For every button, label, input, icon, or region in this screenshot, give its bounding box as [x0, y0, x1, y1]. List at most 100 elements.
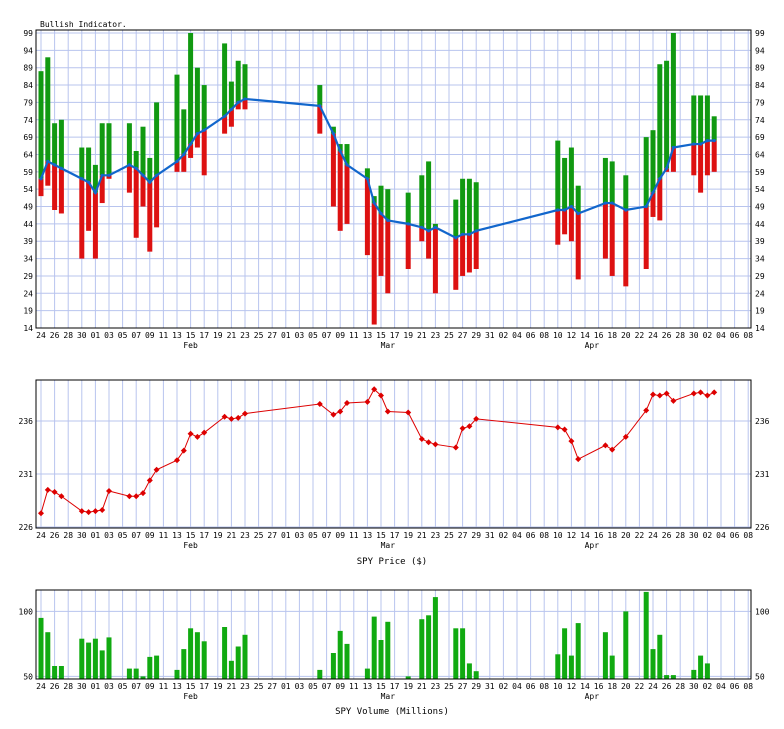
indicator-x-tick: 02 [703, 331, 713, 340]
indicator-point [107, 173, 111, 177]
volume-bar [473, 671, 479, 679]
volume-x-tick: 19 [213, 682, 223, 691]
price-x-tick: 08 [539, 531, 549, 540]
indicator-point [189, 142, 193, 146]
indicator-point [474, 229, 478, 233]
indicator-x-tick: 14 [580, 331, 590, 340]
volume-bar [698, 655, 704, 679]
bullish-indicator-panel: Bullish Indicator. 99 99 94 94 89 89 84 84 79 79 7… [23, 20, 764, 350]
price-month-label: Apr [585, 541, 600, 550]
volume-bar [378, 640, 384, 679]
indicator-bar-down [79, 178, 85, 259]
indicator-bar-down [194, 133, 200, 148]
indicator-y-tick-left: 69 [23, 133, 33, 142]
volume-bar [344, 643, 350, 679]
price-point [405, 409, 412, 416]
price-point [378, 392, 384, 399]
indicator-bar-up [460, 178, 466, 235]
indicator-bar-down [174, 161, 180, 172]
indicator-y-tick-right: 34 [755, 255, 765, 264]
indicator-bar-up [242, 64, 248, 99]
volume-bar [609, 655, 615, 679]
indicator-x-tick: 13 [363, 331, 373, 340]
indicator-month-label: Apr [585, 341, 600, 350]
indicator-x-tick: 30 [689, 331, 699, 340]
indicator-bar-down [643, 206, 649, 269]
indicator-bar-up [704, 95, 710, 141]
indicator-bar-up [133, 151, 139, 169]
price-y-tick-left: 226 [19, 523, 34, 532]
indicator-x-tick: 21 [227, 331, 237, 340]
price-point [106, 487, 112, 494]
indicator-point [39, 177, 43, 181]
price-line [38, 386, 718, 517]
price-point [187, 430, 194, 437]
indicator-y-tick-left: 19 [23, 307, 33, 316]
indicator-bar-down [704, 140, 710, 176]
volume-x-tick: 27 [458, 682, 468, 691]
price-x-tick: 07 [131, 531, 141, 540]
indicator-y-tick-right: 94 [755, 46, 765, 55]
volume-bar [704, 663, 710, 679]
indicator-axes: 99 99 94 94 89 89 84 84 79 79 74 74 69 69 64 64 59 59 54 54… [23, 29, 764, 350]
indicator-bar-up [235, 60, 241, 103]
volume-x-tick: 16 [594, 682, 604, 691]
indicator-point [80, 177, 84, 181]
indicator-bar-up [664, 60, 670, 169]
indicator-bar-down [473, 230, 479, 269]
price-point [473, 415, 480, 422]
indicator-bar-down [140, 175, 146, 207]
price-x-tick: 13 [172, 531, 182, 540]
indicator-bar-up [643, 137, 649, 207]
price-point [432, 441, 439, 448]
indicator-bar-down [466, 234, 472, 273]
indicator-bar-up [45, 57, 51, 162]
indicator-y-tick-right: 84 [755, 81, 765, 90]
price-y-tick-right: 231 [755, 470, 770, 479]
indicator-point [141, 173, 145, 177]
indicator-y-tick-left: 44 [23, 220, 33, 229]
price-point [316, 401, 323, 408]
indicator-y-tick-left: 59 [23, 168, 33, 177]
indicator-bar-up [194, 67, 200, 134]
price-x-tick: 23 [240, 531, 250, 540]
price-x-tick: 28 [63, 531, 73, 540]
indicator-y-tick-right: 44 [755, 220, 765, 229]
indicator-point [331, 132, 335, 136]
price-point [58, 493, 65, 500]
price-xlabel: SPY Price ($) [357, 557, 427, 567]
volume-bar [466, 663, 472, 679]
indicator-point [692, 142, 696, 146]
price-x-tick: 06 [730, 531, 740, 540]
indicator-x-tick: 28 [63, 331, 73, 340]
indicator-point [461, 232, 465, 236]
indicator-point [155, 173, 159, 177]
indicator-point [134, 166, 138, 170]
volume-x-tick: 06 [730, 682, 740, 691]
indicator-point [87, 180, 91, 184]
price-x-tick: 05 [308, 531, 318, 540]
price-x-tick: 30 [689, 531, 699, 540]
indicator-bar-up [147, 157, 153, 183]
indicator-x-tick: 27 [267, 331, 277, 340]
price-point [364, 398, 371, 405]
indicator-bar-up [86, 147, 92, 183]
volume-bar [405, 676, 411, 679]
indicator-x-tick: 20 [621, 331, 631, 340]
indicator-bar-down [188, 144, 194, 158]
indicator-bar-down [460, 234, 466, 276]
indicator-bar-up [330, 126, 336, 134]
volume-x-tick: 01 [91, 682, 101, 691]
indicator-x-tick: 09 [335, 331, 345, 340]
indicator-bar-down [623, 210, 629, 287]
volume-x-tick: 25 [254, 682, 264, 691]
indicator-point [93, 191, 97, 195]
price-point [180, 447, 187, 454]
indicator-x-tick: 15 [186, 331, 196, 340]
price-x-tick: 23 [431, 531, 441, 540]
volume-x-tick: 08 [743, 682, 753, 691]
indicator-bar-up [473, 182, 479, 231]
price-point [242, 410, 248, 417]
price-x-tick: 03 [104, 531, 114, 540]
price-x-tick: 17 [390, 531, 400, 540]
